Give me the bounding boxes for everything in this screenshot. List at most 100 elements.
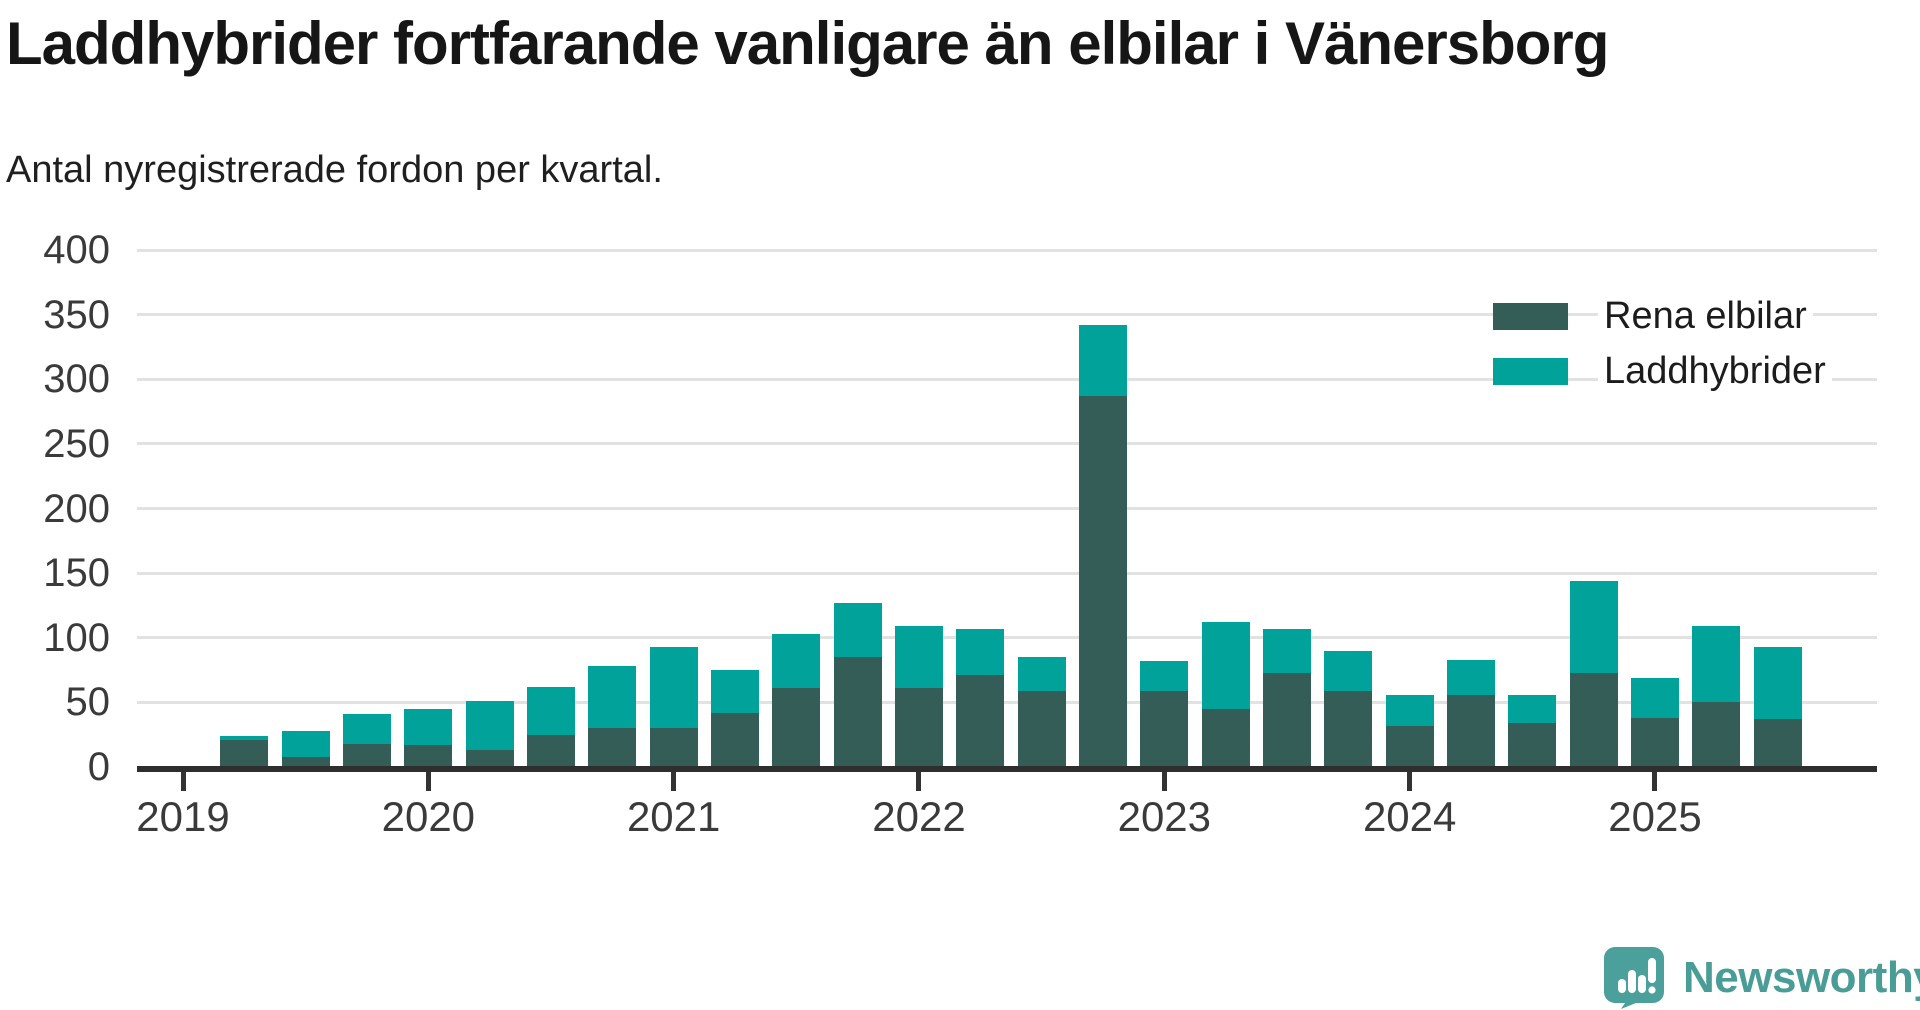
x-tick-2022 bbox=[916, 772, 922, 791]
bar-2021Q1 bbox=[649, 646, 698, 767]
gridline-350 bbox=[137, 313, 1877, 317]
bar-2024Q2 bbox=[1446, 659, 1495, 767]
bar-segment-rena-elbilar-2025Q1 bbox=[1630, 717, 1679, 767]
x-axis-line bbox=[137, 766, 1877, 772]
bar-2025Q3 bbox=[1753, 646, 1802, 767]
bar-segment-rena-elbilar-2021Q1 bbox=[649, 728, 698, 767]
gridline-150 bbox=[137, 571, 1877, 575]
bar-segment-laddhybrider-2021Q4 bbox=[833, 602, 882, 658]
bar-2022Q2 bbox=[956, 628, 1005, 767]
y-tick-label-250: 250 bbox=[43, 421, 110, 466]
bar-segment-laddhybrider-2025Q3 bbox=[1753, 646, 1802, 720]
bar-segment-laddhybrider-2020Q3 bbox=[526, 686, 575, 735]
bar-segment-laddhybrider-2022Q1 bbox=[894, 626, 943, 689]
x-tick-2025 bbox=[1652, 772, 1658, 791]
bar-segment-rena-elbilar-2024Q3 bbox=[1508, 723, 1557, 767]
bar-segment-laddhybrider-2021Q1 bbox=[649, 646, 698, 729]
bar-segment-rena-elbilar-2019Q4 bbox=[342, 743, 391, 767]
bar-2022Q3 bbox=[1017, 657, 1066, 767]
x-tick-2020 bbox=[425, 772, 431, 791]
bar-segment-laddhybrider-2021Q3 bbox=[772, 633, 821, 689]
bar-2024Q3 bbox=[1508, 694, 1557, 767]
bar-2022Q4 bbox=[1078, 324, 1127, 767]
legend-swatch-laddhybrider bbox=[1493, 357, 1568, 385]
bar-2019Q3 bbox=[281, 730, 330, 767]
bar-segment-laddhybrider-2023Q2 bbox=[1201, 622, 1250, 709]
x-tick-2019 bbox=[180, 772, 186, 791]
bar-2024Q4 bbox=[1569, 580, 1618, 767]
y-tick-label-50: 50 bbox=[65, 680, 111, 725]
bar-segment-laddhybrider-2020Q2 bbox=[465, 701, 514, 751]
gridline-250 bbox=[137, 442, 1877, 446]
bar-segment-laddhybrider-2024Q1 bbox=[1385, 694, 1434, 726]
legend-item-rena-elbilar: Rena elbilar bbox=[1493, 294, 1813, 338]
bar-segment-rena-elbilar-2022Q2 bbox=[956, 675, 1005, 767]
bar-2021Q4 bbox=[833, 602, 882, 767]
bar-segment-rena-elbilar-2021Q2 bbox=[710, 712, 759, 767]
bar-segment-rena-elbilar-2024Q4 bbox=[1569, 672, 1618, 767]
x-tick-label-2020: 2020 bbox=[381, 793, 476, 840]
x-tick-label-2024: 2024 bbox=[1362, 793, 1457, 840]
bar-segment-laddhybrider-2025Q2 bbox=[1692, 626, 1741, 703]
newsworthy-logo-icon bbox=[1604, 947, 1664, 1009]
bar-segment-rena-elbilar-2023Q2 bbox=[1201, 708, 1250, 767]
x-tick-label-2023: 2023 bbox=[1117, 793, 1212, 840]
bar-segment-laddhybrider-2019Q4 bbox=[342, 714, 391, 744]
legend-label: Rena elbilar bbox=[1598, 294, 1813, 338]
bar-segment-laddhybrider-2025Q1 bbox=[1630, 677, 1679, 718]
x-tick-label-2021: 2021 bbox=[626, 793, 721, 840]
bar-segment-rena-elbilar-2023Q1 bbox=[1140, 690, 1189, 767]
bar-segment-rena-elbilar-2022Q4 bbox=[1078, 396, 1127, 767]
bar-segment-laddhybrider-2020Q4 bbox=[588, 666, 637, 729]
bar-2021Q3 bbox=[772, 633, 821, 767]
bar-segment-laddhybrider-2024Q3 bbox=[1508, 694, 1557, 724]
bar-segment-rena-elbilar-2022Q1 bbox=[894, 688, 943, 767]
bar-2025Q2 bbox=[1692, 626, 1741, 767]
gridline-200 bbox=[137, 507, 1877, 510]
bar-2020Q4 bbox=[588, 666, 637, 767]
bar-2020Q2 bbox=[465, 701, 514, 767]
bar-2025Q1 bbox=[1630, 677, 1679, 767]
bar-2023Q1 bbox=[1140, 661, 1189, 767]
bar-2023Q2 bbox=[1201, 622, 1250, 767]
gridline-400 bbox=[137, 248, 1877, 252]
bar-segment-rena-elbilar-2020Q2 bbox=[465, 750, 514, 767]
bar-segment-rena-elbilar-2023Q4 bbox=[1324, 690, 1373, 767]
bar-segment-laddhybrider-2019Q2 bbox=[220, 735, 269, 740]
chart-title: Laddhybrider fortfarande vanligare än el… bbox=[6, 10, 1609, 77]
bar-segment-laddhybrider-2022Q3 bbox=[1017, 657, 1066, 691]
y-tick-label-100: 100 bbox=[43, 615, 110, 660]
bar-segment-laddhybrider-2023Q1 bbox=[1140, 661, 1189, 691]
bar-segment-laddhybrider-2022Q2 bbox=[956, 628, 1005, 676]
bar-segment-rena-elbilar-2020Q1 bbox=[404, 745, 453, 767]
bar-2020Q1 bbox=[404, 708, 453, 767]
bar-segment-rena-elbilar-2021Q3 bbox=[772, 688, 821, 767]
bar-segment-rena-elbilar-2025Q2 bbox=[1692, 702, 1741, 767]
y-tick-label-0: 0 bbox=[87, 745, 110, 789]
y-tick-label-200: 200 bbox=[43, 486, 110, 531]
legend-swatch-rena-elbilar bbox=[1493, 302, 1568, 330]
y-tick-label-300: 300 bbox=[43, 357, 110, 402]
bar-2023Q4 bbox=[1324, 650, 1373, 767]
bar-2024Q1 bbox=[1385, 694, 1434, 767]
y-tick-label-400: 400 bbox=[43, 228, 110, 272]
bar-segment-rena-elbilar-2024Q2 bbox=[1446, 694, 1495, 767]
bar-segment-laddhybrider-2021Q2 bbox=[710, 670, 759, 713]
x-tick-2024 bbox=[1407, 772, 1413, 791]
x-tick-label-2025: 2025 bbox=[1608, 793, 1702, 840]
bar-segment-rena-elbilar-2020Q3 bbox=[526, 734, 575, 767]
x-tick-label-2019: 2019 bbox=[136, 793, 230, 840]
newsworthy-branding: Newsworthy bbox=[1603, 945, 1920, 1010]
bar-segment-rena-elbilar-2020Q4 bbox=[588, 728, 637, 767]
bar-segment-laddhybrider-2019Q3 bbox=[281, 730, 330, 757]
bar-2019Q4 bbox=[342, 714, 391, 767]
legend-label: Laddhybrider bbox=[1598, 349, 1832, 393]
bar-segment-laddhybrider-2023Q4 bbox=[1324, 650, 1373, 691]
legend-item-laddhybrider: Laddhybrider bbox=[1493, 349, 1832, 393]
gridline-300 bbox=[137, 377, 1877, 381]
newsworthy-wordmark: Newsworthy bbox=[1683, 952, 1920, 1002]
bar-segment-laddhybrider-2024Q4 bbox=[1569, 580, 1618, 673]
bar-segment-laddhybrider-2023Q3 bbox=[1262, 628, 1311, 673]
